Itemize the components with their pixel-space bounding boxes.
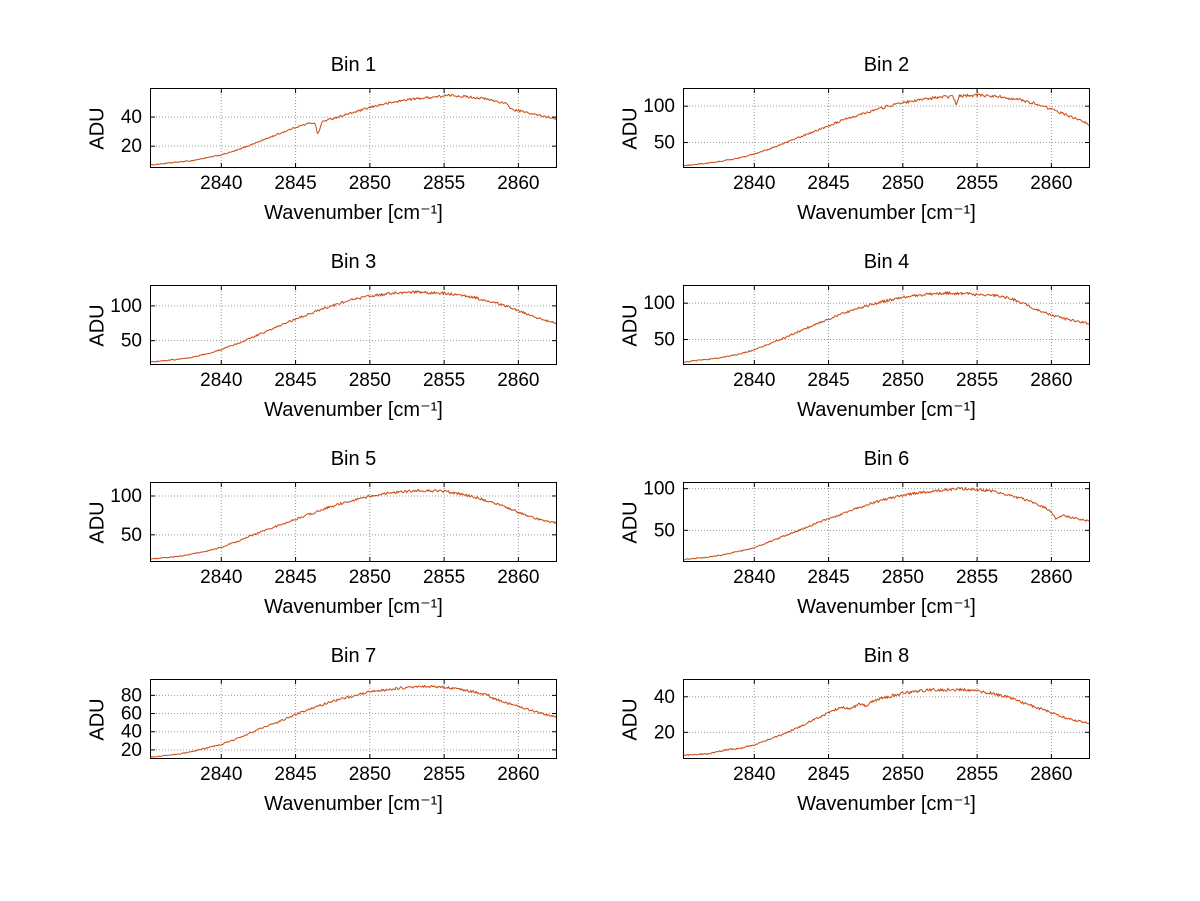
svg-text:100: 100 bbox=[643, 96, 675, 117]
svg-text:2845: 2845 bbox=[274, 567, 316, 588]
svg-text:2850: 2850 bbox=[882, 764, 924, 785]
subplot-bin-2: Bin 2 ADU 2840 2845 2850 2855 2860 50 100 Wave… bbox=[620, 54, 1090, 224]
svg-text:2860: 2860 bbox=[1030, 764, 1072, 785]
y-axis-label: ADU bbox=[619, 500, 642, 544]
svg-text:2855: 2855 bbox=[956, 764, 998, 785]
svg-text:2845: 2845 bbox=[274, 370, 316, 391]
svg-text:50: 50 bbox=[654, 330, 675, 351]
svg-text:2850: 2850 bbox=[882, 173, 924, 194]
plot-area: 2840 2845 2850 2855 2860 20 40 bbox=[121, 88, 557, 194]
svg-text:2860: 2860 bbox=[1030, 567, 1072, 588]
y-axis-label: ADU bbox=[86, 106, 109, 150]
subplot-bin-1: Bin 1 ADU 2840 2845 2850 2855 2860 20 40 Waven… bbox=[87, 54, 557, 224]
plot-area: 2840 2845 2850 2855 2860 50 100 bbox=[643, 479, 1090, 588]
svg-text:20: 20 bbox=[654, 722, 675, 743]
svg-text:2845: 2845 bbox=[807, 567, 849, 588]
y-axis-label: ADU bbox=[619, 303, 642, 347]
subplot-bin-6: Bin 6 ADU 2840 2845 2850 2855 2860 50 100 Wave… bbox=[620, 448, 1090, 618]
plot-area: 2840 2845 2850 2855 2860 50 100 bbox=[643, 88, 1090, 194]
svg-text:2840: 2840 bbox=[200, 173, 242, 194]
y-axis-label: ADU bbox=[86, 697, 109, 741]
svg-text:2860: 2860 bbox=[497, 567, 539, 588]
svg-text:2840: 2840 bbox=[733, 764, 775, 785]
plot-area: 2840 2845 2850 2855 2860 50 100 bbox=[643, 285, 1090, 391]
svg-text:2850: 2850 bbox=[349, 370, 391, 391]
svg-text:2860: 2860 bbox=[497, 173, 539, 194]
svg-text:20: 20 bbox=[121, 740, 142, 761]
x-axis-label: Wavenumber [cm⁻¹] bbox=[797, 596, 976, 618]
svg-text:2850: 2850 bbox=[882, 370, 924, 391]
plot-title: Bin 3 bbox=[330, 251, 377, 273]
x-axis-label: Wavenumber [cm⁻¹] bbox=[264, 202, 443, 224]
svg-text:50: 50 bbox=[121, 331, 142, 352]
svg-text:2840: 2840 bbox=[733, 567, 775, 588]
plot-area: 2840 2845 2850 2855 2860 20 40 bbox=[654, 679, 1090, 785]
svg-text:2840: 2840 bbox=[200, 567, 242, 588]
x-axis-label: Wavenumber [cm⁻¹] bbox=[264, 399, 443, 421]
y-axis-label: ADU bbox=[86, 303, 109, 347]
y-axis-label: ADU bbox=[619, 697, 642, 741]
svg-text:2855: 2855 bbox=[956, 567, 998, 588]
svg-text:80: 80 bbox=[121, 685, 142, 706]
plot-title: Bin 7 bbox=[330, 645, 377, 667]
svg-text:2845: 2845 bbox=[807, 173, 849, 194]
svg-text:2840: 2840 bbox=[733, 173, 775, 194]
svg-text:2840: 2840 bbox=[200, 370, 242, 391]
plot-title: Bin 1 bbox=[330, 54, 377, 76]
svg-text:2850: 2850 bbox=[349, 764, 391, 785]
plot-area: 2840 2845 2850 2855 2860 50 100 bbox=[110, 285, 557, 391]
svg-text:50: 50 bbox=[121, 525, 142, 546]
svg-text:2855: 2855 bbox=[423, 173, 465, 194]
svg-text:2855: 2855 bbox=[956, 370, 998, 391]
svg-text:100: 100 bbox=[110, 296, 142, 317]
plot-title: Bin 8 bbox=[863, 645, 910, 667]
svg-text:2855: 2855 bbox=[423, 764, 465, 785]
plot-area: 2840 2845 2850 2855 2860 50 100 bbox=[110, 482, 557, 588]
subplot-bin-4: Bin 4 ADU 2840 2845 2850 2855 2860 50 100 Wave… bbox=[620, 251, 1090, 421]
svg-text:40: 40 bbox=[654, 687, 675, 708]
svg-text:2840: 2840 bbox=[200, 764, 242, 785]
x-axis-label: Wavenumber [cm⁻¹] bbox=[264, 596, 443, 618]
svg-text:2845: 2845 bbox=[274, 173, 316, 194]
plot-title: Bin 2 bbox=[863, 54, 910, 76]
svg-text:2845: 2845 bbox=[274, 764, 316, 785]
svg-text:2855: 2855 bbox=[956, 173, 998, 194]
svg-text:2850: 2850 bbox=[349, 567, 391, 588]
svg-text:60: 60 bbox=[121, 704, 142, 725]
subplot-bin-7: Bin 7 ADU 2840 2845 2850 2855 2860 20 40 60 80 W… bbox=[87, 645, 557, 815]
subplot-bin-3: Bin 3 ADU 2840 2845 2850 2855 2860 50 100 Wave… bbox=[87, 251, 557, 421]
x-axis-label: Wavenumber [cm⁻¹] bbox=[797, 202, 976, 224]
svg-text:2860: 2860 bbox=[1030, 173, 1072, 194]
y-axis-label: ADU bbox=[86, 500, 109, 544]
svg-text:20: 20 bbox=[121, 136, 142, 157]
y-axis-label: ADU bbox=[619, 106, 642, 150]
svg-text:2850: 2850 bbox=[882, 567, 924, 588]
plot-title: Bin 5 bbox=[330, 448, 377, 470]
svg-text:2845: 2845 bbox=[807, 764, 849, 785]
svg-text:50: 50 bbox=[654, 520, 675, 541]
svg-text:50: 50 bbox=[654, 133, 675, 154]
svg-text:100: 100 bbox=[643, 479, 675, 500]
svg-text:100: 100 bbox=[110, 486, 142, 507]
svg-text:2850: 2850 bbox=[349, 173, 391, 194]
x-axis-label: Wavenumber [cm⁻¹] bbox=[264, 793, 443, 815]
svg-text:2860: 2860 bbox=[497, 764, 539, 785]
subplot-bin-5: Bin 5 ADU 2840 2845 2850 2855 2860 50 100 Wave… bbox=[87, 448, 557, 618]
svg-text:100: 100 bbox=[643, 293, 675, 314]
svg-text:2845: 2845 bbox=[807, 370, 849, 391]
svg-text:40: 40 bbox=[121, 722, 142, 743]
svg-text:2840: 2840 bbox=[733, 370, 775, 391]
svg-text:2860: 2860 bbox=[497, 370, 539, 391]
svg-text:2855: 2855 bbox=[423, 370, 465, 391]
plot-title: Bin 6 bbox=[863, 448, 910, 470]
x-axis-label: Wavenumber [cm⁻¹] bbox=[797, 399, 976, 421]
x-axis-label: Wavenumber [cm⁻¹] bbox=[797, 793, 976, 815]
svg-text:2855: 2855 bbox=[423, 567, 465, 588]
plot-title: Bin 4 bbox=[863, 251, 910, 273]
subplot-bin-8: Bin 8 ADU 2840 2845 2850 2855 2860 20 40 Waven… bbox=[620, 645, 1090, 815]
svg-text:40: 40 bbox=[121, 107, 142, 128]
svg-text:2860: 2860 bbox=[1030, 370, 1072, 391]
